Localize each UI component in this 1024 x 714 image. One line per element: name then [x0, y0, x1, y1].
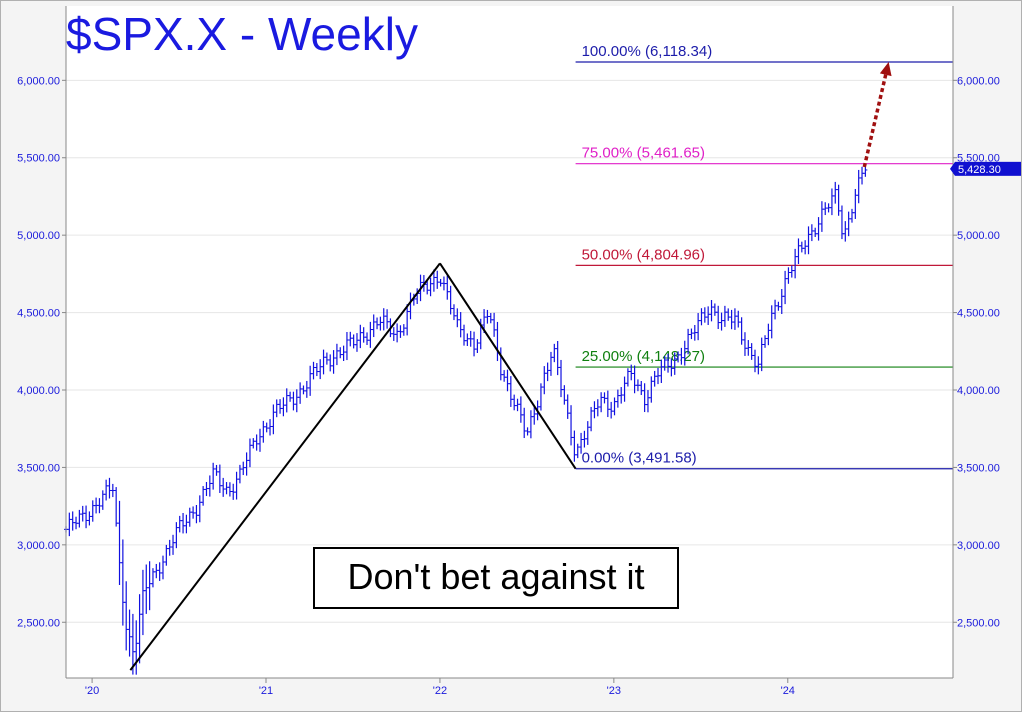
x-tick-label: '22 — [433, 685, 447, 697]
annotation-text: Don't bet against it — [347, 556, 644, 597]
x-tick-label: '23 — [607, 685, 621, 697]
trend-line — [439, 262, 577, 470]
fib-level-label: 100.00% (6,118.34) — [582, 43, 713, 60]
y-tick-label-right: 5,500.00 — [957, 153, 1000, 165]
y-tick-label-left: 4,000.00 — [17, 385, 60, 397]
price-bars-layer — [64, 166, 868, 675]
trend-line — [129, 262, 441, 671]
last-price-marker — [955, 161, 1021, 176]
y-tick-label-left: 5,500.00 — [17, 153, 60, 165]
annotation-frame — [313, 547, 679, 609]
x-tick-label: '21 — [259, 685, 273, 697]
projection-arrow-shaft — [862, 74, 888, 168]
x-tick-label: '24 — [781, 685, 795, 697]
y-tick-label-left: 3,500.00 — [17, 462, 60, 474]
y-tick-label-right: 5,000.00 — [957, 230, 1000, 242]
annotation-box: Don't bet against it — [313, 547, 679, 609]
y-tick-label-left: 2,500.00 — [17, 617, 60, 629]
y-tick-label-right: 6,000.00 — [957, 75, 1000, 87]
trend-line-layer — [129, 62, 892, 671]
fib-level-label: 25.00% (4,148.27) — [582, 348, 705, 365]
chart-title: $SPX.X - Weekly — [66, 8, 418, 60]
x-tick-label: '20 — [85, 685, 99, 697]
projection-arrow-head — [879, 62, 892, 77]
fib-level-label: 50.00% (4,804.96) — [582, 246, 705, 263]
last-price-label: 5,428.30 — [958, 164, 1001, 176]
y-tick-label-right: 4,000.00 — [957, 385, 1000, 397]
y-tick-label-left: 5,000.00 — [17, 230, 60, 242]
y-tick-label-left: 3,000.00 — [17, 540, 60, 552]
fib-level-layer: 100.00% (6,118.34) 75.00% (5,461.65) 50.00… — [575, 43, 953, 470]
price-bar — [863, 166, 868, 177]
y-tick-label-left: 6,000.00 — [17, 75, 60, 87]
grid-layer — [66, 79, 953, 623]
axis-layer: 2,500.00 2,500.00 3,000.00 3,000.00 3,500.00… — [17, 6, 1021, 697]
fib-level-label: 0.00% (3,491.58) — [582, 450, 697, 467]
y-tick-label-right: 3,500.00 — [957, 462, 1000, 474]
y-tick-label-left: 4,500.00 — [17, 308, 60, 320]
y-tick-label-right: 3,000.00 — [957, 540, 1000, 552]
fib-level-label: 75.00% (5,461.65) — [582, 145, 705, 162]
last-price-pointer — [950, 161, 955, 176]
y-tick-label-right: 2,500.00 — [957, 617, 1000, 629]
y-tick-label-right: 4,500.00 — [957, 308, 1000, 320]
